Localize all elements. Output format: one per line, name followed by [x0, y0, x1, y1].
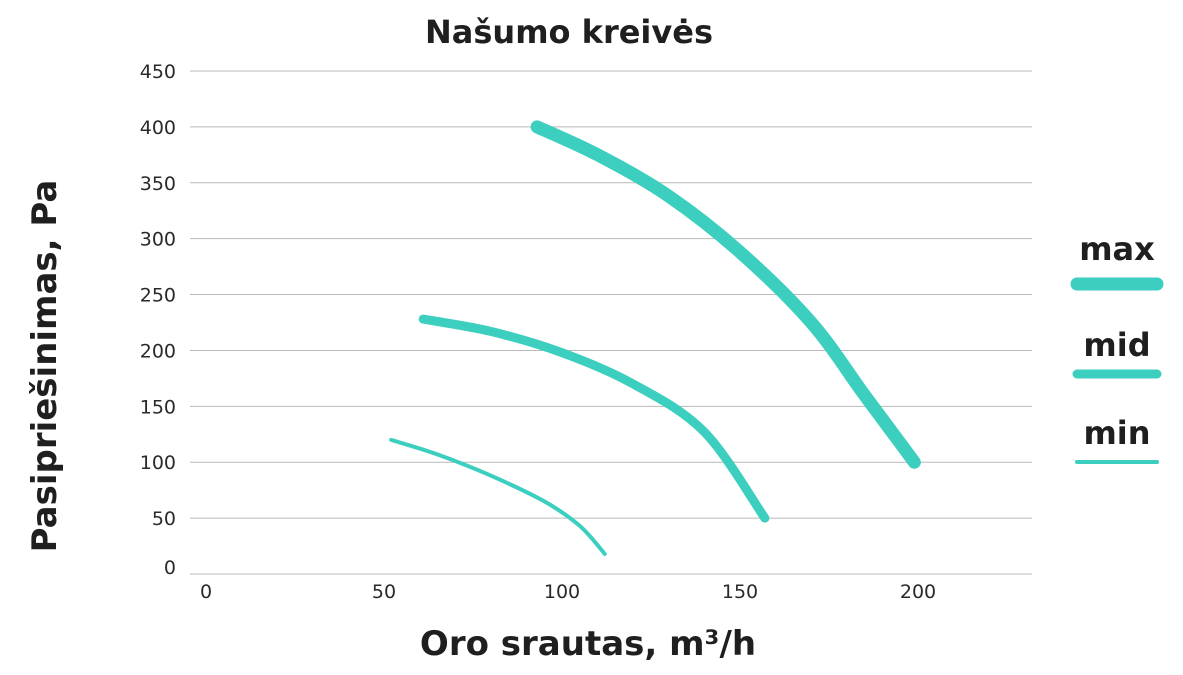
x-axis-ticks: 0 50 100 150 200: [200, 581, 936, 603]
y-tick-label: 350: [140, 173, 176, 195]
curves: [389, 120, 921, 556]
y-axis-ticks: 0 50 100 150 200 250 300 350 400 450: [140, 61, 176, 579]
legend-label-max: max: [1079, 230, 1155, 268]
x-tick-label: 50: [372, 581, 396, 603]
chart-title: Našumo kreivės: [425, 13, 713, 51]
legend-label-min: min: [1083, 414, 1150, 452]
x-tick-label: 150: [722, 581, 758, 603]
x-tick-label: 0: [200, 581, 212, 603]
legend-label-mid: mid: [1083, 326, 1150, 364]
y-tick-label: 150: [140, 396, 176, 418]
y-tick-label: 450: [140, 61, 176, 83]
curve-min: [389, 437, 607, 556]
y-tick-label: 100: [140, 452, 176, 474]
y-tick-label: 50: [152, 508, 176, 530]
x-tick-label: 200: [900, 581, 936, 603]
y-tick-label: 250: [140, 285, 176, 307]
y-tick-label: 0: [164, 557, 176, 579]
legend: max mid min: [1070, 230, 1164, 464]
gridlines: [190, 70, 1032, 575]
x-tick-label: 100: [544, 581, 580, 603]
y-tick-label: 400: [140, 117, 176, 139]
x-axis-label: Oro srautas, m³/h: [420, 624, 756, 664]
y-axis-label: Pasipriešinimas, Pa: [25, 180, 65, 553]
curve-max: [530, 120, 921, 469]
y-tick-label: 300: [140, 229, 176, 251]
y-tick-label: 200: [140, 340, 176, 362]
curve-mid: [418, 314, 770, 523]
